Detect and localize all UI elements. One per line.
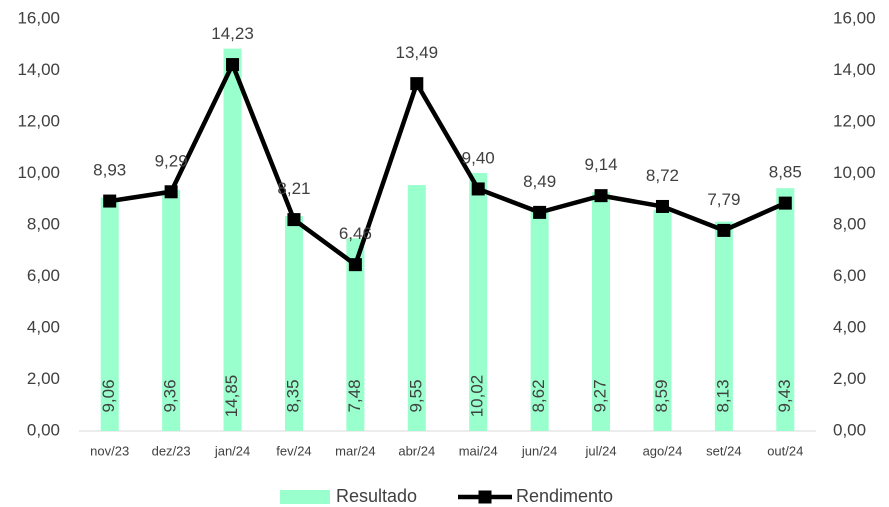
legend-swatch <box>280 490 330 504</box>
line-value-label: 9,40 <box>462 148 495 167</box>
bar-value-label: 9,55 <box>406 379 425 412</box>
y-tick-label: 10,00 <box>17 163 60 182</box>
legend-label: Resultado <box>336 486 417 506</box>
y2-tick-label: 2,00 <box>833 369 866 388</box>
bar <box>469 172 488 432</box>
line-value-label: 8,21 <box>277 179 310 198</box>
bar-value-label: 8,13 <box>713 379 732 412</box>
y2-tick-label: 12,00 <box>833 111 876 130</box>
line-marker <box>226 58 240 72</box>
line-value-label: 9,29 <box>155 151 188 170</box>
line-value-label: 13,49 <box>396 43 439 62</box>
x-tick-label: dez/23 <box>152 443 191 458</box>
line <box>109 62 787 267</box>
bar <box>346 238 365 431</box>
bar <box>653 209 672 431</box>
y-tick-label: 8,00 <box>27 214 60 233</box>
line-marker <box>594 189 608 203</box>
line-value-label: 6,46 <box>339 224 372 243</box>
line-value-label: 8,85 <box>769 163 802 182</box>
bar <box>162 189 181 431</box>
bar <box>223 48 242 432</box>
bar <box>776 188 795 431</box>
line-value-label: 8,72 <box>646 166 679 185</box>
line-marker <box>471 182 485 196</box>
bar-value-label: 9,43 <box>775 379 794 412</box>
y-tick-label: 2,00 <box>27 369 60 388</box>
x-tick-label: jan/24 <box>214 443 250 458</box>
bar-value-label: 14,85 <box>222 375 241 418</box>
bar <box>530 209 549 431</box>
bar <box>284 215 303 431</box>
x-tick-label: set/24 <box>706 443 741 458</box>
y-tick-label: 14,00 <box>17 60 60 79</box>
y-tick-label: 0,00 <box>27 420 60 439</box>
x-tick-label: jun/24 <box>521 443 557 458</box>
x-tick-label: jul/24 <box>585 443 617 458</box>
line-marker <box>778 196 792 210</box>
y2-tick-label: 14,00 <box>833 60 876 79</box>
bar <box>407 185 426 431</box>
line-marker <box>717 223 731 237</box>
y2-tick-label: 6,00 <box>833 266 866 285</box>
y2-tick-label: 16,00 <box>833 8 876 27</box>
x-tick-label: nov/23 <box>90 443 129 458</box>
y2-tick-label: 10,00 <box>833 163 876 182</box>
y2-tick-label: 8,00 <box>833 214 866 233</box>
y-tick-label: 12,00 <box>17 111 60 130</box>
bar <box>592 192 611 431</box>
y-tick-label: 16,00 <box>17 8 60 27</box>
line-value-label: 7,79 <box>707 190 740 209</box>
legend-marker <box>478 490 492 504</box>
bar-value-label: 8,35 <box>283 379 302 412</box>
line-marker <box>348 258 362 272</box>
line-marker <box>103 194 117 208</box>
x-tick-label: mai/24 <box>459 443 498 458</box>
bar-value-label: 10,02 <box>468 375 487 418</box>
bar-value-label: 8,62 <box>529 379 548 412</box>
line-marker <box>655 199 669 213</box>
x-tick-label: fev/24 <box>276 443 311 458</box>
x-tick-label: out/24 <box>767 443 803 458</box>
line-marker <box>164 185 178 199</box>
legend-label: Rendimento <box>516 486 613 506</box>
y-tick-label: 4,00 <box>27 317 60 336</box>
bar-value-label: 9,06 <box>99 379 118 412</box>
line-marker <box>410 77 424 91</box>
line-value-label: 8,49 <box>523 172 556 191</box>
line-value-label: 14,23 <box>211 24 254 43</box>
y2-tick-label: 0,00 <box>833 420 866 439</box>
x-tick-label: ago/24 <box>643 443 683 458</box>
bar-value-label: 9,27 <box>591 379 610 412</box>
x-tick-label: abr/24 <box>398 443 435 458</box>
y2-tick-label: 4,00 <box>833 317 866 336</box>
x-tick-label: mar/24 <box>335 443 375 458</box>
bar-value-label: 8,59 <box>652 379 671 412</box>
line-marker <box>533 205 547 219</box>
y-tick-label: 6,00 <box>27 266 60 285</box>
line-marker <box>287 213 301 227</box>
line-value-label: 9,14 <box>584 155 617 174</box>
bar-value-label: 7,48 <box>345 379 364 412</box>
bar <box>714 221 733 431</box>
bar-value-label: 9,36 <box>161 379 180 412</box>
line-value-label: 8,93 <box>93 161 126 180</box>
bar <box>100 197 119 431</box>
